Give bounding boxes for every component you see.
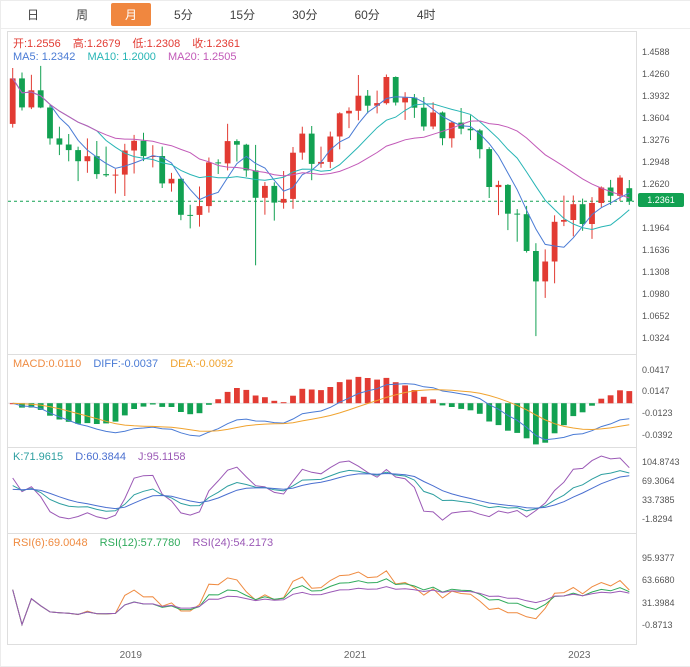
last-price-badge: 1.2361 [638,193,684,208]
y-tick-label: -0.0392 [642,429,673,440]
x-axis-label: 2023 [568,650,591,661]
rsi-svg [12,570,630,627]
macd-histogram [9,376,633,445]
y-tick-label: 1.4588 [642,46,670,57]
dea-line [12,389,630,432]
ma5-line [12,78,630,248]
kdj-plot[interactable]: K:71.9615 D:60.3844 J:95.1158 [7,447,637,534]
rsi12-value: RSI(12):57.7780 [99,537,181,549]
tab-30分[interactable]: 30分 [292,8,318,22]
main-panel: 开:1.2556 高:1.2679 低:1.2308 收:1.2361 MA5:… [7,31,690,355]
y-tick-label: 95.9377 [642,552,675,563]
candles [9,65,633,337]
y-tick-label: 1.1636 [642,245,670,256]
ma20-value: MA20: 1.2505 [168,51,237,63]
y-tick-label: 63.6680 [642,575,675,586]
high-value: 高:1.2679 [72,38,121,50]
tab-15分[interactable]: 15分 [229,8,256,22]
y-tick-label: 0.0417 [642,364,670,375]
macd-legend: MACD:0.0110 DIFF:-0.0037 DEA:-0.0092 [13,358,242,370]
ma5-value: MA5: 1.2342 [13,51,76,63]
y-tick-label: 1.3276 [642,134,670,145]
macd-svg [8,376,634,445]
y-tick-label: -1.8294 [642,513,673,524]
chart-stack: 开:1.2556 高:1.2679 低:1.2308 收:1.2361 MA5:… [1,29,690,666]
rsi-legend: RSI(6):69.0048 RSI(12):57.7780 RSI(24):5… [13,537,282,549]
j-value: J:95.1158 [138,451,186,463]
diff-value: DIFF:-0.0037 [93,358,159,370]
ma-legend: MA5: 1.2342 MA10: 1.2000 MA20: 1.2505 [13,51,246,63]
main-y-axis: 1.2361 1.4588 1.4260 1.3932 1.3604 1.3276 1.2… [637,31,690,355]
j-line [12,455,630,521]
y-tick-label: 1.3932 [642,90,670,101]
y-tick-label: 1.0980 [642,289,670,300]
rsi6-line [12,570,630,627]
tab-月[interactable]: 月 [111,3,152,26]
y-tick-label: 1.1308 [642,267,670,278]
y-tick-label: 1.0324 [642,333,670,344]
rsi24-line [12,586,630,627]
x-axis: 2019 2021 2023 [7,645,690,666]
timeframe-tabbar: 日 周 月 5分 15分 30分 60分 4时 [1,1,690,29]
k-line [12,469,630,512]
rsi-plot[interactable]: RSI(6):69.0048 RSI(12):57.7780 RSI(24):5… [7,533,637,645]
kdj-y-axis: 104.8743 69.3064 33.7385 -1.8294 [637,447,690,534]
diff-line [12,383,630,441]
y-tick-label: 1.3604 [642,112,670,123]
tab-周[interactable]: 周 [76,8,89,22]
y-tick-label: -0.8713 [642,620,673,631]
y-tick-label: -0.0123 [642,408,673,419]
kdj-svg [12,455,630,521]
y-tick-label: 104.8743 [642,457,680,468]
ohlc-legend: 开:1.2556 高:1.2679 低:1.2308 收:1.2361 [13,35,249,51]
macd-plot[interactable]: MACD:0.0110 DIFF:-0.0037 DEA:-0.0092 [7,354,637,448]
ma20-line [12,78,630,199]
rsi-y-axis: 95.9377 63.6680 31.3984 -0.8713 [637,533,690,645]
y-tick-label: 1.1964 [642,223,670,234]
tab-4时[interactable]: 4时 [416,8,436,22]
rsi24-value: RSI(24):54.2173 [192,537,274,549]
y-tick-label: 33.7385 [642,494,675,505]
kdj-legend: K:71.9615 D:60.3844 J:95.1158 [13,451,195,463]
close-value: 收:1.2361 [192,38,240,50]
k-value: K:71.9615 [13,451,64,463]
kdj-panel: K:71.9615 D:60.3844 J:95.1158 104.8743 69… [7,447,690,534]
y-tick-label: 0.0147 [642,386,670,397]
x-axis-label: 2021 [343,650,367,661]
y-tick-label: 69.3064 [642,476,675,487]
macd-panel: MACD:0.0110 DIFF:-0.0037 DEA:-0.0092 0.0… [7,354,690,448]
y-tick-label: 1.4260 [642,68,670,79]
low-value: 低:1.2308 [132,38,181,50]
tab-60分[interactable]: 60分 [354,8,380,22]
x-axis-label: 2019 [119,650,142,661]
d-value: D:60.3844 [75,451,126,463]
y-tick-label: 31.3984 [642,597,675,608]
rsi-panel: RSI(6):69.0048 RSI(12):57.7780 RSI(24):5… [7,533,690,645]
y-tick-label: 1.2620 [642,178,670,189]
tab-5分[interactable]: 5分 [174,8,193,22]
y-tick-label: 1.2948 [642,156,670,167]
main-chart-svg [8,65,634,337]
dea-value: DEA:-0.0092 [170,358,234,370]
y-tick-label: 1.0652 [642,311,670,322]
ma10-line [12,78,630,231]
tab-日[interactable]: 日 [27,8,40,22]
macd-value: MACD:0.0110 [13,358,82,370]
rsi6-value: RSI(6):69.0048 [13,537,88,549]
open-value: 开:1.2556 [13,38,61,50]
ma10-value: MA10: 1.2000 [87,51,156,63]
d-line [12,472,630,510]
main-chart-plot[interactable]: 开:1.2556 高:1.2679 低:1.2308 收:1.2361 MA5:… [7,31,637,355]
macd-y-axis: 0.0417 0.0147 -0.0123 -0.0392 [637,354,690,448]
